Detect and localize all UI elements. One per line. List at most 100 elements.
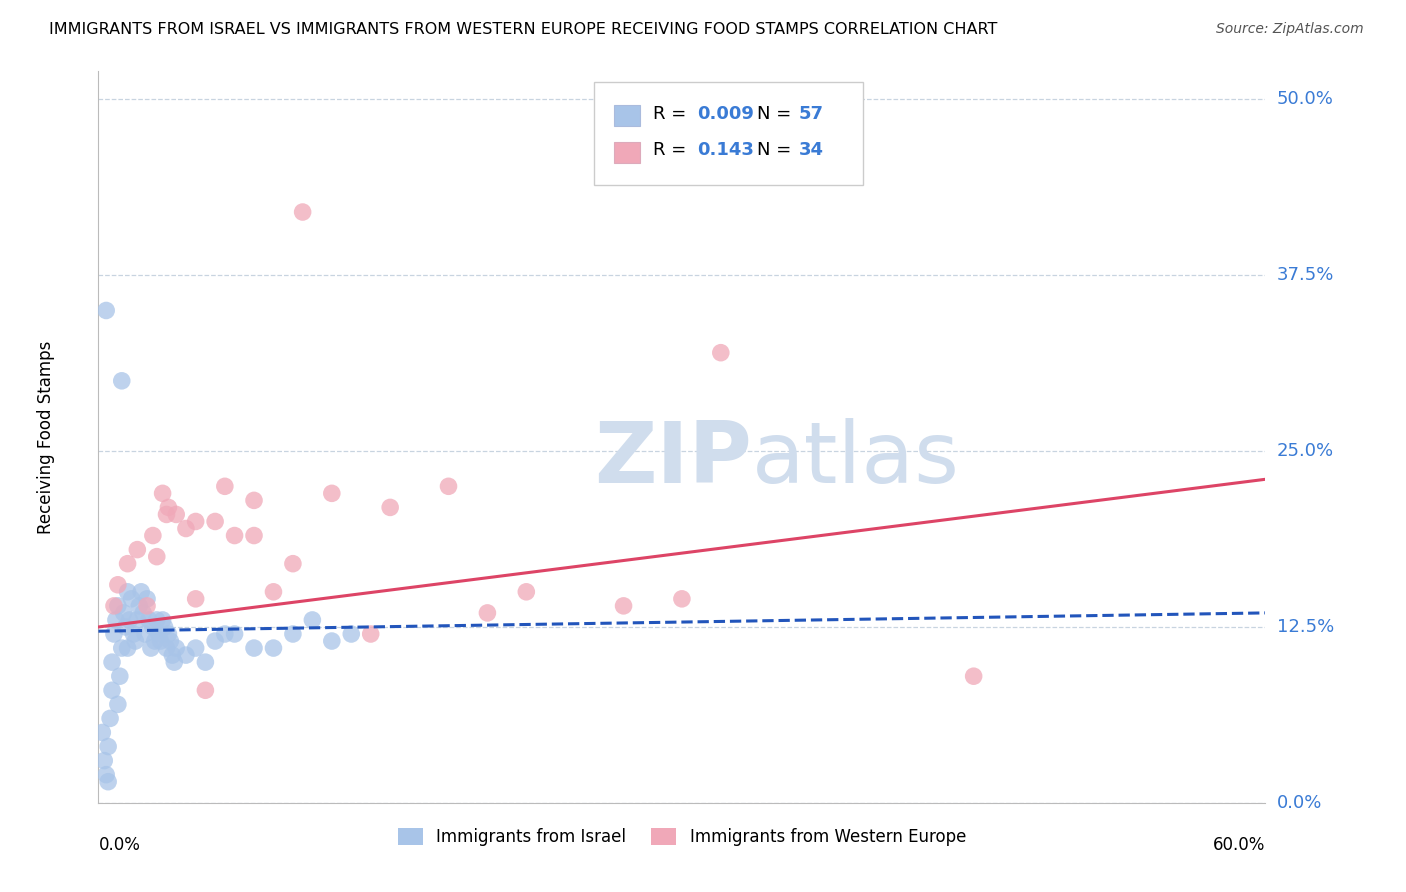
Point <box>97 739 120 754</box>
Point <box>360 627 382 641</box>
Point <box>117 584 139 599</box>
Text: 60.0%: 60.0% <box>1213 836 1265 854</box>
Point <box>117 557 139 571</box>
Point <box>146 549 169 564</box>
Point <box>114 620 136 634</box>
Point <box>129 584 152 599</box>
Point <box>91 725 114 739</box>
Text: atlas: atlas <box>752 417 960 500</box>
Text: N =: N = <box>756 104 797 123</box>
Text: Source: ZipAtlas.com: Source: ZipAtlas.com <box>1216 22 1364 37</box>
Point <box>148 627 170 641</box>
Point <box>281 627 304 641</box>
Point <box>103 599 125 613</box>
Point <box>97 774 120 789</box>
Point <box>111 641 134 656</box>
Point <box>243 528 266 542</box>
Point <box>204 515 226 529</box>
Text: 0.009: 0.009 <box>697 104 754 123</box>
Point <box>710 345 733 359</box>
Legend: Immigrants from Israel, Immigrants from Western Europe: Immigrants from Israel, Immigrants from … <box>398 828 966 846</box>
Text: IMMIGRANTS FROM ISRAEL VS IMMIGRANTS FROM WESTERN EUROPE RECEIVING FOOD STAMPS C: IMMIGRANTS FROM ISRAEL VS IMMIGRANTS FRO… <box>49 22 998 37</box>
Point <box>321 486 343 500</box>
Point <box>184 515 207 529</box>
Point <box>107 698 129 712</box>
Point <box>301 613 323 627</box>
Point <box>121 591 143 606</box>
Point <box>194 683 217 698</box>
Point <box>101 683 124 698</box>
Point <box>101 655 124 669</box>
Point <box>194 655 217 669</box>
Point <box>340 627 363 641</box>
Point <box>93 754 115 768</box>
Text: R =: R = <box>652 141 697 160</box>
Point <box>157 627 180 641</box>
Point <box>124 634 146 648</box>
Text: Receiving Food Stamps: Receiving Food Stamps <box>37 341 55 533</box>
Text: 25.0%: 25.0% <box>1277 442 1334 460</box>
Text: 0.0%: 0.0% <box>98 836 141 854</box>
Point <box>155 508 177 522</box>
Point <box>159 634 181 648</box>
Point <box>136 599 159 613</box>
Point <box>281 557 304 571</box>
Point <box>149 634 172 648</box>
Point <box>477 606 499 620</box>
Point <box>174 648 197 662</box>
Point <box>152 486 174 500</box>
Point <box>142 528 165 542</box>
Point <box>132 606 155 620</box>
Point <box>612 599 634 613</box>
Point <box>112 606 135 620</box>
Point <box>152 613 174 627</box>
Point <box>224 528 246 542</box>
Point <box>127 613 149 627</box>
Point <box>138 613 160 627</box>
Text: R =: R = <box>652 104 692 123</box>
Point <box>165 641 187 656</box>
Point <box>153 620 176 634</box>
Point <box>162 648 184 662</box>
Text: 34: 34 <box>799 141 824 160</box>
Text: ZIP: ZIP <box>595 417 752 500</box>
Text: 0.143: 0.143 <box>697 141 754 160</box>
Point <box>962 669 984 683</box>
Point <box>214 479 236 493</box>
Point <box>107 578 129 592</box>
Text: 50.0%: 50.0% <box>1277 90 1333 109</box>
Point <box>165 508 187 522</box>
Text: N =: N = <box>756 141 797 160</box>
FancyBboxPatch shape <box>614 105 640 127</box>
Point <box>184 591 207 606</box>
Point <box>139 641 162 656</box>
Point <box>117 641 139 656</box>
Point <box>103 627 125 641</box>
Point <box>128 599 150 613</box>
Point <box>134 627 156 641</box>
FancyBboxPatch shape <box>595 82 863 185</box>
Point <box>98 711 121 725</box>
Point <box>380 500 402 515</box>
Point <box>142 620 165 634</box>
Point <box>104 613 127 627</box>
Point <box>204 634 226 648</box>
Text: 57: 57 <box>799 104 824 123</box>
Point <box>243 493 266 508</box>
Point <box>243 641 266 656</box>
Point <box>107 599 129 613</box>
Point <box>262 584 284 599</box>
Point <box>214 627 236 641</box>
Text: 12.5%: 12.5% <box>1277 618 1334 636</box>
Point <box>157 500 180 515</box>
Point <box>321 634 343 648</box>
Point <box>671 591 693 606</box>
Point <box>184 641 207 656</box>
Point <box>174 521 197 535</box>
Point <box>118 613 141 627</box>
Point <box>515 584 537 599</box>
Text: 0.0%: 0.0% <box>1277 794 1322 812</box>
Point <box>155 641 177 656</box>
Point <box>96 767 118 781</box>
Point <box>127 542 149 557</box>
